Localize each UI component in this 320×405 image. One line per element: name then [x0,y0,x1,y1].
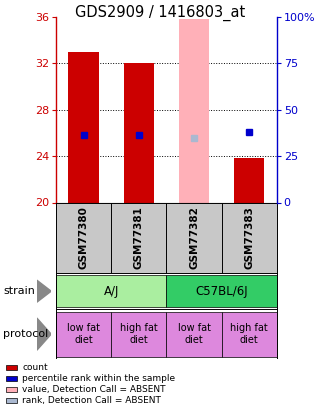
Text: A/J: A/J [103,285,119,298]
Bar [6,398,18,403]
Bar [234,158,264,202]
Bar [124,63,154,202]
Text: low fat
diet: low fat diet [178,323,211,345]
Text: high fat
diet: high fat diet [120,323,158,345]
Bar [56,275,166,307]
Text: GSM77382: GSM77382 [189,207,199,269]
Bar [179,19,209,202]
Polygon shape [37,318,51,350]
Bar [166,311,222,357]
Text: high fat
diet: high fat diet [230,323,268,345]
Text: rank, Detection Call = ABSENT: rank, Detection Call = ABSENT [22,396,161,405]
Text: protocol: protocol [3,329,48,339]
Bar [56,311,111,357]
Bar [68,52,99,202]
Bar [221,311,277,357]
Text: GDS2909 / 1416803_at: GDS2909 / 1416803_at [75,5,245,21]
Text: count: count [22,363,48,372]
Bar [111,311,166,357]
Text: low fat
diet: low fat diet [67,323,100,345]
Text: percentile rank within the sample: percentile rank within the sample [22,374,175,383]
Bar [6,376,18,381]
Polygon shape [37,280,51,302]
Bar [166,275,277,307]
Bar [6,387,18,392]
Text: value, Detection Call = ABSENT: value, Detection Call = ABSENT [22,385,166,394]
Text: GSM77383: GSM77383 [244,207,254,269]
Text: strain: strain [3,286,35,296]
Bar [6,365,18,370]
Text: GSM77381: GSM77381 [134,207,144,269]
Text: GSM77380: GSM77380 [79,207,89,269]
Text: C57BL/6J: C57BL/6J [195,285,248,298]
